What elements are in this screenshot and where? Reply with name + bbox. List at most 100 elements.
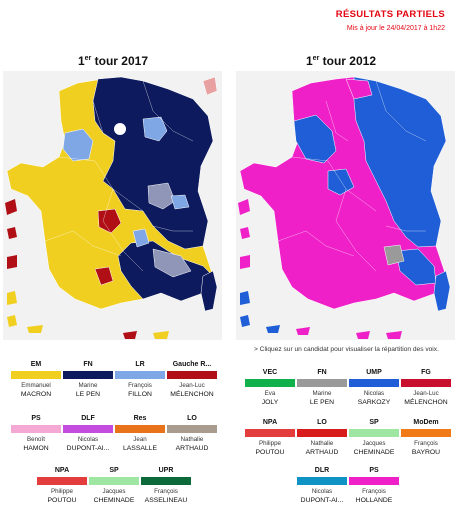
candidate-melenchon[interactable]: Gauche R... Jean-Luc MÉLENCHON bbox=[166, 360, 218, 399]
overseas-2012-1[interactable] bbox=[238, 199, 250, 215]
last-name: LE PEN bbox=[309, 399, 335, 406]
overseas-2012-8[interactable] bbox=[356, 331, 370, 339]
header: RÉSULTATS PARTIELS Mis à jour le 24/04/2… bbox=[0, 0, 457, 70]
swatch bbox=[349, 379, 399, 387]
corsica[interactable] bbox=[200, 270, 218, 312]
overseas-8[interactable] bbox=[153, 331, 169, 339]
candidate-cheminade-2012[interactable]: SP Jacques CHEMINADE bbox=[348, 418, 400, 457]
overseas-6[interactable] bbox=[27, 325, 43, 333]
party-label: SP bbox=[369, 419, 379, 426]
swatch bbox=[245, 379, 295, 387]
region-centre-sarkozy[interactable] bbox=[327, 168, 355, 196]
last-name: HAMON bbox=[23, 445, 49, 452]
party-label: FN bbox=[83, 361, 93, 368]
region-paris-fillon[interactable] bbox=[142, 116, 168, 142]
results-title: RÉSULTATS PARTIELS bbox=[335, 9, 445, 20]
party-label: LR bbox=[135, 361, 145, 368]
candidate-arthaud-2017[interactable]: LO Nathalie ARTHAUD bbox=[166, 414, 218, 453]
map-2012[interactable] bbox=[236, 71, 455, 340]
overseas-4[interactable] bbox=[7, 291, 17, 305]
swatch bbox=[11, 371, 61, 379]
map-2017[interactable] bbox=[3, 71, 222, 340]
first-name: François bbox=[414, 440, 438, 447]
candidate-dupont-aignan-2012[interactable]: DLR Nicolas DUPONT-AI... bbox=[296, 466, 348, 505]
region-west-sarkozy[interactable] bbox=[293, 114, 337, 164]
last-name: MÉLENCHON bbox=[404, 399, 448, 406]
last-name: ARTHAUD bbox=[175, 445, 209, 452]
party-label: DLR bbox=[314, 467, 330, 474]
candidate-sarkozy[interactable]: UMP Nicolas SARKOZY bbox=[348, 368, 400, 407]
candidate-lassalle[interactable]: Res Jean LASSALLE bbox=[114, 414, 166, 453]
overseas-7[interactable] bbox=[123, 331, 137, 339]
swatch bbox=[63, 425, 113, 433]
region-south-melenchon[interactable] bbox=[94, 266, 114, 286]
last-name: FILLON bbox=[128, 391, 152, 398]
overseas-2012-9[interactable] bbox=[386, 331, 402, 339]
last-name: MACRON bbox=[20, 391, 52, 398]
region-east-grey[interactable] bbox=[147, 182, 176, 210]
swatch bbox=[37, 477, 87, 485]
candidate-hamon[interactable]: PS Benoît HAMON bbox=[10, 414, 62, 453]
overseas-2012-5[interactable] bbox=[240, 315, 250, 327]
corsica-2012[interactable] bbox=[433, 270, 451, 312]
region-south-grey[interactable] bbox=[152, 248, 192, 278]
candidate-dupont-aignan-2017[interactable]: DLF Nicolas DUPONT-AI... bbox=[62, 414, 114, 453]
region-north-pink[interactable] bbox=[202, 76, 218, 96]
swatch bbox=[297, 477, 347, 485]
last-name: ASSELINEAU bbox=[144, 497, 188, 504]
overseas-3[interactable] bbox=[7, 255, 17, 269]
candidate-hollande[interactable]: PS François HOLLANDE bbox=[348, 466, 400, 505]
candidate-macron[interactable]: EM Emmanuel MACRON bbox=[10, 360, 62, 399]
party-label: PS bbox=[369, 467, 379, 474]
region-south-fillon[interactable] bbox=[132, 228, 150, 248]
region-west-fillon[interactable] bbox=[62, 128, 94, 162]
candidate-joly[interactable]: VEC Eva JOLY bbox=[244, 368, 296, 407]
candidate-fillon[interactable]: LR François FILLON bbox=[114, 360, 166, 399]
candidate-poutou-2012[interactable]: NPA Philippe POUTOU bbox=[244, 418, 296, 457]
first-name: Nicolas bbox=[77, 436, 99, 443]
candidate-asselineau[interactable]: UPR François ASSELINEAU bbox=[140, 466, 192, 505]
overseas-2012-2[interactable] bbox=[240, 227, 250, 239]
last-name: JOLY bbox=[261, 399, 279, 406]
party-label: SP bbox=[109, 467, 119, 474]
click-hint: > Cliquez sur un candidat pour visualise… bbox=[254, 346, 439, 353]
candidate-arthaud-2012[interactable]: LO Nathalie ARTHAUD bbox=[296, 418, 348, 457]
last-name: SARKOZY bbox=[357, 399, 391, 406]
party-label: FG bbox=[421, 369, 431, 376]
overseas-2012-6[interactable] bbox=[266, 325, 280, 333]
first-name: Jacques bbox=[102, 488, 126, 495]
overseas-2[interactable] bbox=[7, 227, 17, 239]
swatch bbox=[401, 429, 451, 437]
region-centre-melenchon[interactable] bbox=[97, 208, 122, 234]
france-map-2017-svg[interactable] bbox=[3, 71, 222, 340]
region-southeast-fillon[interactable] bbox=[170, 194, 190, 210]
last-name: DUPONT-AI... bbox=[300, 497, 344, 504]
party-label: Res bbox=[133, 415, 147, 422]
first-name: Marine bbox=[312, 390, 332, 397]
swatch bbox=[349, 477, 399, 485]
last-name: HOLLANDE bbox=[355, 497, 393, 504]
swatch bbox=[11, 425, 61, 433]
region-northeast-sarkozy[interactable] bbox=[353, 76, 447, 248]
overseas-1[interactable] bbox=[5, 199, 17, 215]
swatch bbox=[297, 379, 347, 387]
candidate-cheminade-2017[interactable]: SP Jacques CHEMINADE bbox=[88, 466, 140, 505]
overseas-2012-4[interactable] bbox=[240, 291, 250, 305]
first-name: Nathalie bbox=[180, 436, 204, 443]
candidate-melenchon-2012[interactable]: FG Jean-Luc MÉLENCHON bbox=[400, 368, 452, 407]
france-map-2012-svg[interactable] bbox=[236, 71, 455, 340]
overseas-2012-7[interactable] bbox=[296, 327, 310, 335]
overseas-2012-3[interactable] bbox=[240, 255, 250, 269]
candidate-le-pen-2012[interactable]: FN Marine LE PEN bbox=[296, 368, 348, 407]
last-name: POUTOU bbox=[47, 497, 77, 504]
candidate-bayrou[interactable]: MoDem François BAYROU bbox=[400, 418, 452, 457]
last-name: CHEMINADE bbox=[93, 497, 135, 504]
first-name: François bbox=[128, 382, 152, 389]
first-name: Philippe bbox=[258, 440, 282, 447]
region-south-lepen-2012[interactable] bbox=[383, 244, 405, 266]
overseas-5[interactable] bbox=[7, 315, 17, 327]
candidate-le-pen[interactable]: FN Marine LE PEN bbox=[62, 360, 114, 399]
swatch bbox=[89, 477, 139, 485]
candidate-poutou-2017[interactable]: NPA Philippe POUTOU bbox=[36, 466, 88, 505]
region-north-pink-2012[interactable] bbox=[345, 78, 373, 100]
